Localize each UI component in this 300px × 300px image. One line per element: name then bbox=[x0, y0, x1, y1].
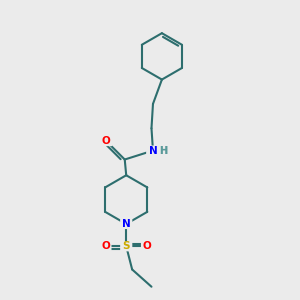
Text: N: N bbox=[122, 219, 130, 229]
FancyBboxPatch shape bbox=[160, 146, 167, 155]
Text: O: O bbox=[102, 136, 111, 146]
FancyBboxPatch shape bbox=[146, 146, 160, 156]
FancyBboxPatch shape bbox=[141, 241, 153, 251]
Text: H: H bbox=[160, 146, 168, 156]
Text: O: O bbox=[101, 241, 110, 251]
FancyBboxPatch shape bbox=[99, 241, 112, 251]
FancyBboxPatch shape bbox=[100, 136, 112, 146]
Text: S: S bbox=[122, 241, 130, 251]
Text: H: H bbox=[160, 146, 168, 156]
FancyBboxPatch shape bbox=[120, 241, 132, 251]
Text: O: O bbox=[143, 241, 152, 251]
Text: N: N bbox=[148, 146, 157, 156]
FancyBboxPatch shape bbox=[120, 219, 132, 229]
